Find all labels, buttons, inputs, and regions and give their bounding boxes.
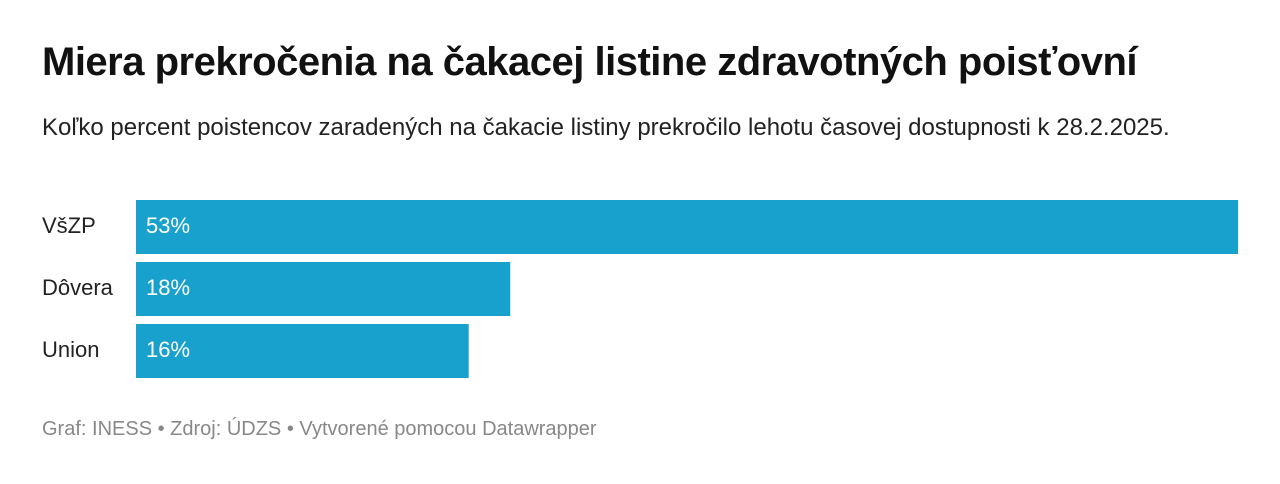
bar bbox=[136, 200, 1238, 254]
value-label: 16% bbox=[146, 337, 190, 362]
footer: Graf: INESS • Zdroj: ÚDZS • Vytvorené po… bbox=[42, 418, 597, 440]
category-label: Dôvera bbox=[42, 275, 114, 300]
value-label: 53% bbox=[146, 213, 190, 238]
bar bbox=[136, 262, 511, 316]
chart-subtitle: Koľko percent poistencov zaradených na č… bbox=[42, 114, 1170, 141]
value-label: 18% bbox=[146, 275, 190, 300]
category-label: Union bbox=[42, 337, 99, 362]
bar bbox=[136, 324, 469, 378]
chart-title: Miera prekročenia na čakacej listine zdr… bbox=[42, 40, 1138, 84]
category-label: VšZP bbox=[42, 213, 96, 238]
